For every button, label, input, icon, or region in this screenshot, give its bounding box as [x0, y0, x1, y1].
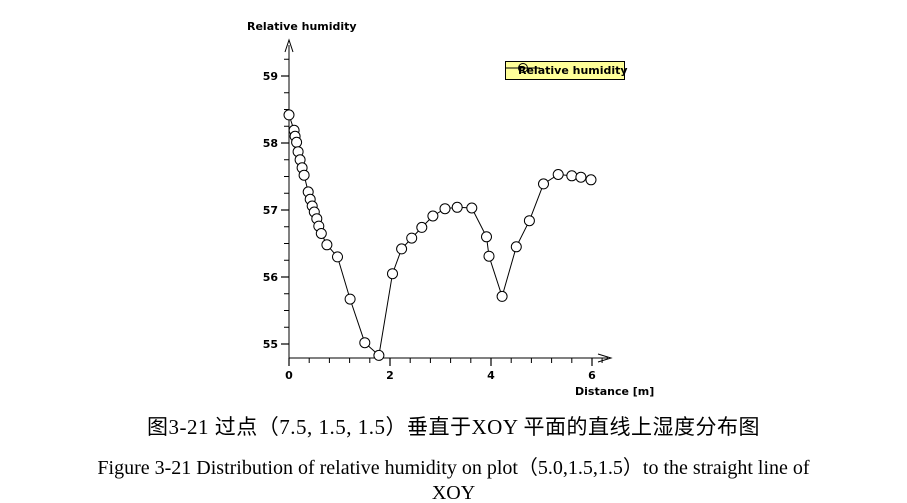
x-tick-label: 2 — [386, 369, 394, 382]
data-point-marker — [332, 251, 343, 263]
data-point-marker — [321, 239, 333, 251]
data-point-marker — [552, 169, 564, 180]
humidity-chart: 55 56 57 58 59 0 2 4 6 Relative humidity Distanc… — [247, 20, 655, 398]
data-point-marker — [483, 250, 495, 262]
data-point-marker — [406, 232, 418, 244]
data-point-marker — [575, 171, 587, 183]
y-tick-label: 59 — [263, 70, 278, 83]
data-point-marker — [387, 268, 398, 280]
data-point-marker — [373, 349, 385, 361]
data-point-marker — [359, 337, 371, 349]
y-tick-label: 56 — [263, 271, 279, 284]
legend-label: Relative humidity — [518, 64, 628, 77]
data-point-marker — [439, 203, 451, 215]
data-point-marker — [451, 201, 463, 213]
x-tick-label: 4 — [487, 369, 495, 382]
legend-marker-icon — [506, 63, 540, 73]
figure-caption-english: Figure 3-21 Distribution of relative hum… — [97, 457, 810, 479]
x-tick-label: 6 — [588, 369, 596, 382]
y-tick-label: 57 — [263, 204, 278, 217]
figure-caption: 图3-21 过点（7.5, 1.5, 1.5）垂直于XOY 平面的直线上湿度分布… — [0, 406, 907, 503]
data-point-marker — [315, 228, 327, 239]
y-tick-label: 58 — [263, 137, 278, 150]
data-point-marker — [466, 202, 478, 214]
data-point-marker — [416, 221, 428, 233]
figure-caption-chinese: 图3-21 过点（7.5, 1.5, 1.5）垂直于XOY 平面的直线上湿度分布… — [147, 415, 760, 439]
humidity-chart-svg: 55 56 57 58 59 0 2 4 6 — [263, 38, 613, 382]
data-point-marker — [396, 243, 408, 255]
figure-caption-english-line2: XOY — [431, 482, 476, 503]
data-point-marker — [291, 136, 303, 148]
data-point-marker — [523, 215, 535, 227]
data-point-marker — [481, 231, 492, 243]
x-tick-label: 0 — [285, 369, 293, 382]
data-point-marker — [538, 178, 549, 190]
data-point-marker — [496, 290, 508, 302]
series-line — [288, 114, 592, 357]
data-point-marker — [298, 169, 310, 181]
data-point-marker — [585, 174, 597, 186]
data-point-marker — [283, 109, 295, 121]
data-point-marker — [427, 210, 439, 222]
data-point-marker — [510, 241, 522, 253]
x-axis-title: Distance [m] — [575, 385, 655, 398]
data-point-marker — [344, 293, 356, 305]
y-tick-label: 55 — [263, 338, 278, 351]
y-axis-title: Relative humidity — [247, 20, 357, 33]
data-point-marker — [566, 170, 578, 182]
y-axis-arrow-icon — [284, 38, 294, 53]
legend: Relative humidity — [505, 61, 628, 80]
